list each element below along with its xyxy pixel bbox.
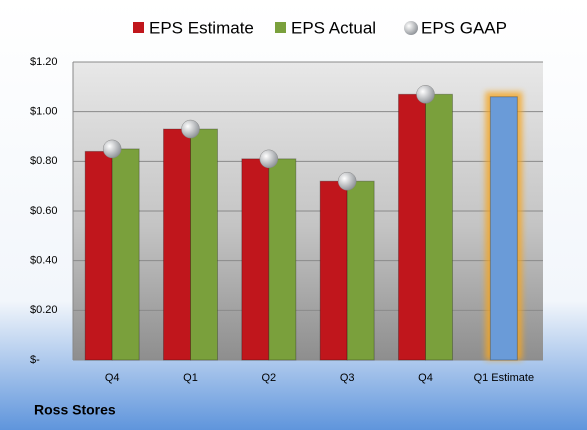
y-tick-label: $0.80 <box>30 155 58 167</box>
x-tick-label: Q1 Estimate <box>474 372 535 384</box>
point <box>259 149 279 169</box>
bar <box>241 158 270 361</box>
y-tick-label: $- <box>30 354 40 366</box>
y-tick-label: $1.00 <box>30 106 58 118</box>
bar <box>398 93 426 361</box>
bar <box>425 93 453 361</box>
y-tick-label: $0.40 <box>30 255 58 267</box>
legend-label: EPS Actual <box>291 18 376 37</box>
bar <box>111 148 140 361</box>
legend-marker <box>133 22 144 33</box>
x-tick-label: Q2 <box>261 372 276 384</box>
y-tick-label: $1.20 <box>30 56 58 68</box>
x-tick-label: Q4 <box>418 372 433 384</box>
caption: Ross Stores <box>34 402 116 418</box>
bar <box>190 128 218 361</box>
point <box>102 139 122 159</box>
x-tick-label: Q3 <box>340 372 355 384</box>
point <box>416 85 435 104</box>
legend-label: EPS Estimate <box>149 18 254 37</box>
legend-marker <box>275 22 286 33</box>
x-tick-label: Q4 <box>105 372 120 384</box>
bar <box>268 158 297 361</box>
y-tick-label: $0.20 <box>30 304 58 316</box>
y-tick-label: $0.60 <box>30 205 58 217</box>
legend-marker <box>404 21 418 35</box>
bar <box>489 96 518 361</box>
point <box>181 119 200 139</box>
x-tick-label: Q1 <box>183 372 198 384</box>
bar <box>84 150 113 361</box>
bar <box>319 180 348 361</box>
legend-label: EPS GAAP <box>421 18 507 37</box>
bar <box>163 128 191 361</box>
point <box>337 171 357 191</box>
bar <box>346 180 375 361</box>
